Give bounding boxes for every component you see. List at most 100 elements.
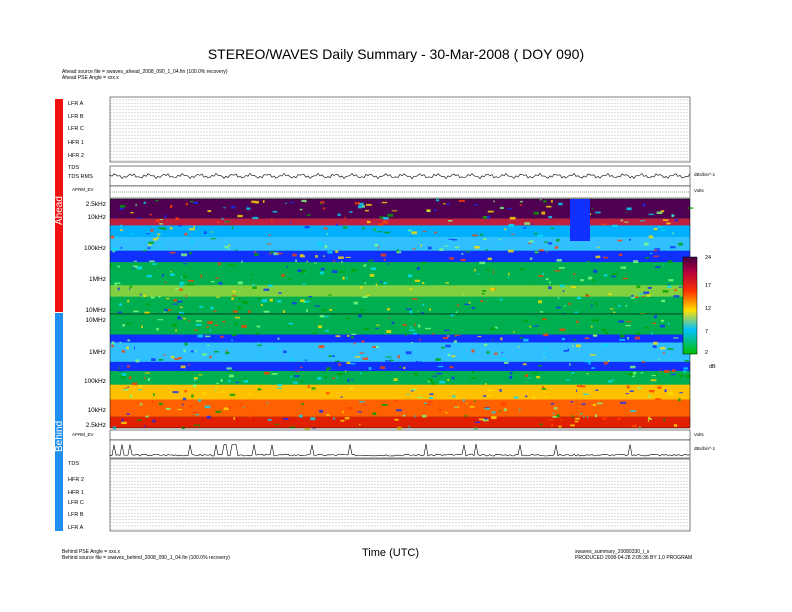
- heatmap-cell: [165, 297, 170, 300]
- heatmap-cell: [686, 374, 691, 378]
- heatmap-cell: [404, 333, 407, 336]
- heatmap-cell: [314, 305, 320, 307]
- heatmap-cell: [537, 234, 544, 238]
- heatmap-cell: [529, 257, 533, 260]
- heatmap-cell: [484, 408, 491, 410]
- heatmap-cell: [182, 397, 187, 401]
- heatmap-cell: [326, 233, 328, 236]
- heatmap-cell: [653, 341, 658, 345]
- heatmap-cell: [345, 256, 351, 258]
- heatmap-cell: [144, 377, 146, 380]
- heatmap-frame: [109, 313, 691, 429]
- heatmap-cell: [487, 389, 493, 392]
- heatmap-cell: [246, 207, 251, 210]
- heatmap-cell: [667, 285, 672, 289]
- heatmap-cell: [198, 374, 203, 376]
- heatmap-cell: [684, 359, 689, 362]
- heatmap-cell: [381, 201, 388, 204]
- heatmap-cell: [454, 334, 461, 336]
- heatmap-cell: [174, 358, 180, 360]
- heatmap-cell: [577, 296, 581, 300]
- heatmap-cell: [304, 359, 308, 361]
- heatmap-cell: [173, 299, 178, 302]
- heatmap-cell: [429, 308, 431, 311]
- heatmap-cell: [252, 284, 255, 286]
- behind-tds-panel: [109, 439, 691, 459]
- heatmap-cell: [289, 222, 292, 224]
- heatmap-cell: [407, 274, 413, 278]
- heatmap-cell: [215, 410, 222, 413]
- heatmap-cell: [237, 281, 243, 285]
- heatmap-cell: [574, 311, 579, 314]
- heatmap-cell: [670, 246, 676, 249]
- heatmap-cell: [133, 260, 137, 262]
- heatmap-cell: [145, 303, 150, 306]
- heatmap-cell: [335, 361, 341, 364]
- heatmap-cell: [573, 273, 576, 276]
- heatmap-cell: [126, 365, 130, 368]
- heatmap-cell: [135, 203, 137, 207]
- heatmap-cell: [427, 380, 430, 383]
- heatmap-cell: [204, 335, 211, 338]
- heatmap-cell: [480, 233, 484, 236]
- heatmap-cell: [353, 301, 358, 305]
- heatmap-cell: [449, 366, 454, 369]
- heatmap-cell: [538, 300, 543, 304]
- heatmap-cell: [544, 396, 550, 398]
- heatmap-cell: [503, 361, 509, 364]
- heatmap-cell: [679, 210, 681, 212]
- heatmap-cell: [464, 415, 468, 417]
- heatmap-cell: [422, 282, 425, 285]
- ahead-freq-label: 100kHz: [83, 245, 106, 252]
- heatmap-cell: [278, 292, 282, 294]
- heatmap-cell: [411, 298, 418, 300]
- heatmap-cell: [552, 416, 559, 418]
- heatmap-cell: [323, 207, 326, 210]
- heatmap-cell: [545, 278, 549, 281]
- heatmap-cell: [634, 296, 639, 298]
- heatmap-cell: [184, 342, 188, 346]
- heatmap-cell: [229, 369, 233, 372]
- heatmap-cell: [337, 213, 341, 216]
- heatmap-cell: [188, 251, 192, 255]
- heatmap-cell: [482, 290, 486, 292]
- heatmap-cell: [631, 294, 634, 298]
- colorbar: [682, 256, 698, 355]
- heatmap-cell: [477, 273, 480, 275]
- heatmap-cell: [143, 294, 146, 298]
- heatmap-cell: [534, 251, 539, 253]
- heatmap-cell: [214, 324, 219, 326]
- heatmap-cell: [231, 226, 234, 230]
- heatmap-cell: [254, 253, 259, 257]
- heatmap-cell: [379, 216, 385, 219]
- heatmap-cell: [129, 394, 133, 398]
- heatmap-cell: [612, 379, 614, 382]
- behind-db-label: dBs/bin^-1: [694, 446, 716, 451]
- colorbar-tick-label: 17: [705, 283, 712, 289]
- heatmap-cell: [499, 206, 504, 210]
- heatmap-cell: [471, 371, 475, 374]
- heatmap-cell: [663, 418, 666, 421]
- heatmap-cell: [178, 357, 183, 359]
- heatmap-cell: [513, 396, 520, 399]
- heatmap-cell: [358, 315, 362, 318]
- heatmap-cell: [215, 388, 217, 392]
- heatmap-cell: [126, 346, 129, 350]
- heatmap-cell: [454, 335, 457, 338]
- heatmap-cell: [419, 361, 422, 363]
- heatmap-cell: [613, 311, 616, 313]
- heatmap-cell: [519, 337, 524, 339]
- heatmap-cell: [427, 403, 432, 406]
- heatmap-cell: [473, 408, 476, 410]
- heatmap-cell: [207, 210, 212, 213]
- heatmap-cell: [169, 204, 173, 208]
- heatmap-cell: [617, 239, 623, 242]
- heatmap-cell: [326, 414, 330, 416]
- heatmap-cell: [671, 369, 676, 373]
- heatmap-cell: [344, 417, 350, 420]
- ahead-volts-label: Volts: [694, 188, 704, 193]
- heatmap-cell: [376, 345, 379, 348]
- x-axis-label: Time (UTC): [362, 547, 420, 559]
- heatmap-cell: [424, 402, 427, 404]
- heatmap-cell: [670, 373, 676, 376]
